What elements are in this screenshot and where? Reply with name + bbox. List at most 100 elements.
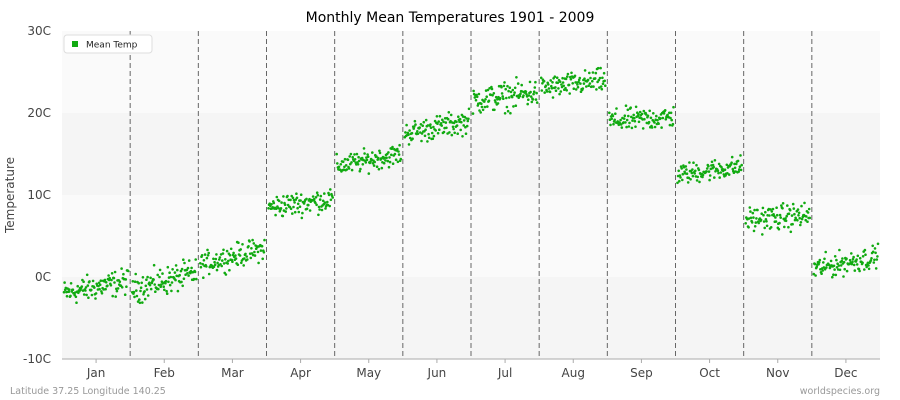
data-point [125, 285, 128, 289]
data-point [238, 254, 242, 257]
data-point [292, 205, 295, 209]
data-point [573, 74, 577, 78]
data-point [343, 165, 346, 169]
data-point [347, 167, 351, 170]
data-point [314, 201, 317, 205]
data-point [431, 137, 435, 140]
data-point [768, 214, 771, 217]
data-point [770, 210, 774, 213]
data-point [467, 107, 471, 111]
data-point [183, 261, 186, 265]
data-point [241, 243, 244, 246]
data-point [227, 259, 230, 263]
data-point [571, 82, 574, 85]
data-point [822, 266, 826, 269]
data-point [250, 247, 253, 250]
data-point [518, 94, 522, 98]
data-point [589, 76, 592, 80]
data-point [786, 204, 789, 207]
data-point [684, 165, 688, 168]
data-point [526, 102, 529, 106]
data-point [438, 128, 441, 131]
data-point [655, 114, 658, 118]
data-point [692, 161, 695, 164]
data-point [752, 216, 755, 219]
data-point [749, 210, 752, 213]
data-point [845, 269, 849, 273]
data-point [366, 155, 370, 158]
data-point [544, 84, 548, 87]
data-point [759, 218, 763, 222]
data-point [748, 206, 752, 209]
data-point [875, 258, 879, 261]
data-point [527, 94, 531, 97]
data-point [141, 276, 145, 279]
data-point [341, 160, 345, 163]
data-point [329, 198, 333, 202]
data-point [681, 178, 684, 182]
data-point [707, 170, 711, 173]
data-point [876, 242, 880, 246]
x-tick-label: Apr [290, 366, 311, 380]
data-point [246, 258, 249, 261]
data-point [94, 297, 97, 300]
data-point [685, 168, 688, 171]
data-point [410, 131, 414, 135]
data-point [604, 84, 607, 87]
data-point [851, 260, 854, 264]
data-point [533, 86, 537, 89]
data-point [422, 120, 426, 124]
x-tick-label: Dec [834, 366, 857, 380]
data-point [796, 219, 799, 222]
data-point [317, 213, 320, 217]
legend[interactable]: Mean Temp [63, 34, 153, 54]
data-point [779, 216, 782, 219]
data-point [446, 117, 450, 121]
data-point [367, 172, 371, 175]
data-point [146, 294, 150, 297]
data-point [822, 261, 825, 264]
data-point [569, 77, 573, 81]
data-point [393, 152, 397, 156]
data-point [351, 155, 355, 159]
data-point [620, 126, 624, 129]
data-point [319, 194, 323, 198]
data-point [138, 298, 141, 301]
data-point [432, 125, 435, 129]
data-point [668, 123, 672, 127]
data-point [397, 153, 401, 156]
data-point [869, 259, 873, 262]
data-point [600, 87, 604, 91]
data-point [551, 81, 554, 84]
data-point [566, 72, 570, 76]
data-point [323, 192, 326, 195]
data-point [787, 212, 791, 215]
data-point [316, 193, 320, 197]
data-point [391, 162, 395, 165]
data-point [153, 283, 156, 286]
data-point [750, 221, 754, 224]
data-point [872, 261, 876, 264]
data-point [93, 286, 96, 289]
data-point [69, 282, 73, 285]
data-point [110, 272, 114, 275]
data-point [357, 155, 360, 159]
data-point [876, 255, 879, 258]
data-point [586, 78, 590, 82]
data-point [462, 124, 466, 127]
data-point [760, 212, 763, 215]
footer-source[interactable]: worldspecies.org [800, 386, 880, 397]
data-point [634, 125, 637, 128]
data-point [735, 162, 738, 166]
data-point [317, 205, 321, 209]
data-point [527, 98, 530, 101]
data-point [738, 165, 742, 168]
data-point [481, 108, 485, 112]
data-point [701, 175, 704, 179]
data-point [135, 294, 139, 298]
data-point [427, 136, 431, 140]
data-point [534, 98, 538, 101]
data-point [170, 281, 174, 284]
data-point [106, 284, 109, 288]
data-point [237, 241, 240, 244]
